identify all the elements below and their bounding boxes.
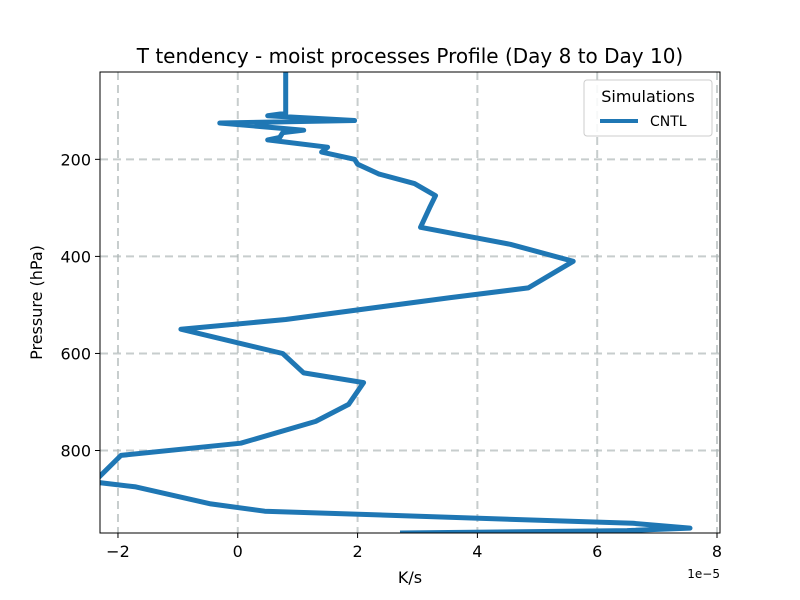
x-tick-label: 4 xyxy=(472,542,482,561)
x-axis-offset-label: 1e−5 xyxy=(687,567,720,581)
series-line-cntl xyxy=(100,72,693,533)
y-axis-label: Pressure (hPa) xyxy=(27,245,46,360)
x-tick-label: 6 xyxy=(592,542,602,561)
legend: Simulations CNTL xyxy=(583,79,713,137)
y-tick-label: 600 xyxy=(60,344,91,363)
x-axis-label: K/s xyxy=(398,568,422,587)
series-lines xyxy=(100,72,693,533)
chart-title: T tendency - moist processes Profile (Da… xyxy=(136,44,683,68)
x-tick-label: 2 xyxy=(352,542,362,561)
x-tick-label: −2 xyxy=(106,542,130,561)
x-tick-label: 8 xyxy=(712,542,722,561)
legend-label-cntl: CNTL xyxy=(650,114,687,130)
y-tick-label: 800 xyxy=(60,442,91,461)
y-tick-label: 400 xyxy=(60,247,91,266)
y-tick-label: 200 xyxy=(60,150,91,169)
ticks: −2 0 2 4 6 8 200 400 600 800 xyxy=(60,150,722,561)
legend-title: Simulations xyxy=(601,87,695,106)
plot-frame xyxy=(99,71,721,534)
x-tick-label: 0 xyxy=(233,542,243,561)
